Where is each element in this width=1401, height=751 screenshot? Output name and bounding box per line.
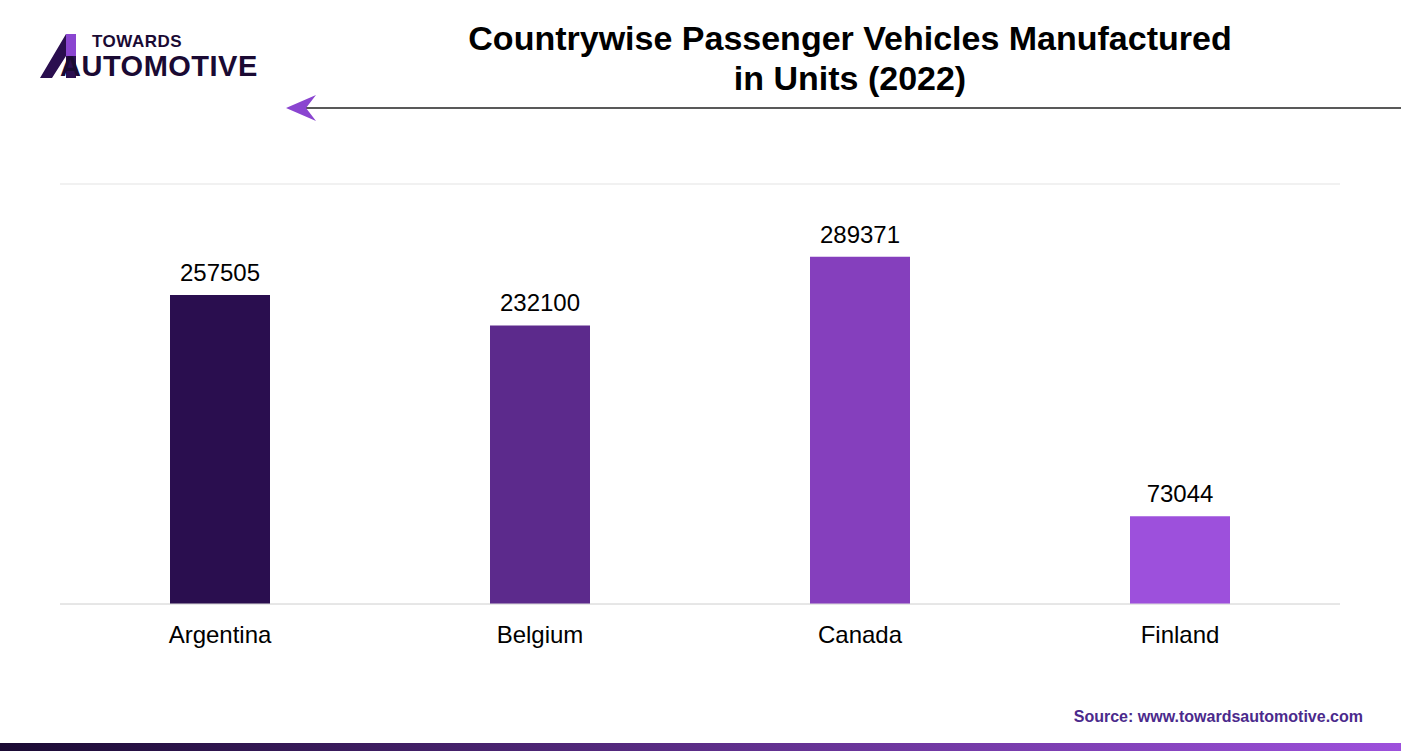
svg-text:232100: 232100 bbox=[500, 289, 580, 316]
svg-text:73044: 73044 bbox=[1147, 480, 1214, 507]
svg-text:Belgium: Belgium bbox=[497, 621, 584, 648]
html-text:Source: www.towardsautomotive.: Source: www.towardsautomotive.com bbox=[1073, 708, 1363, 725]
svg-text:257505: 257505 bbox=[180, 259, 260, 286]
html-text:AUTOMOTIVE: AUTOMOTIVE bbox=[60, 50, 258, 82]
html-text:Countrywise Passenger Vehicles: Countrywise Passenger Vehicles Manufactu… bbox=[468, 19, 1232, 97]
svg-text:Argentina: Argentina bbox=[169, 621, 272, 648]
svg-text:Canada: Canada bbox=[818, 621, 903, 648]
html-text:TOWARDS: TOWARDS bbox=[92, 32, 183, 51]
svg-text:Finland: Finland bbox=[1141, 621, 1220, 648]
svg-text:289371: 289371 bbox=[820, 221, 900, 248]
